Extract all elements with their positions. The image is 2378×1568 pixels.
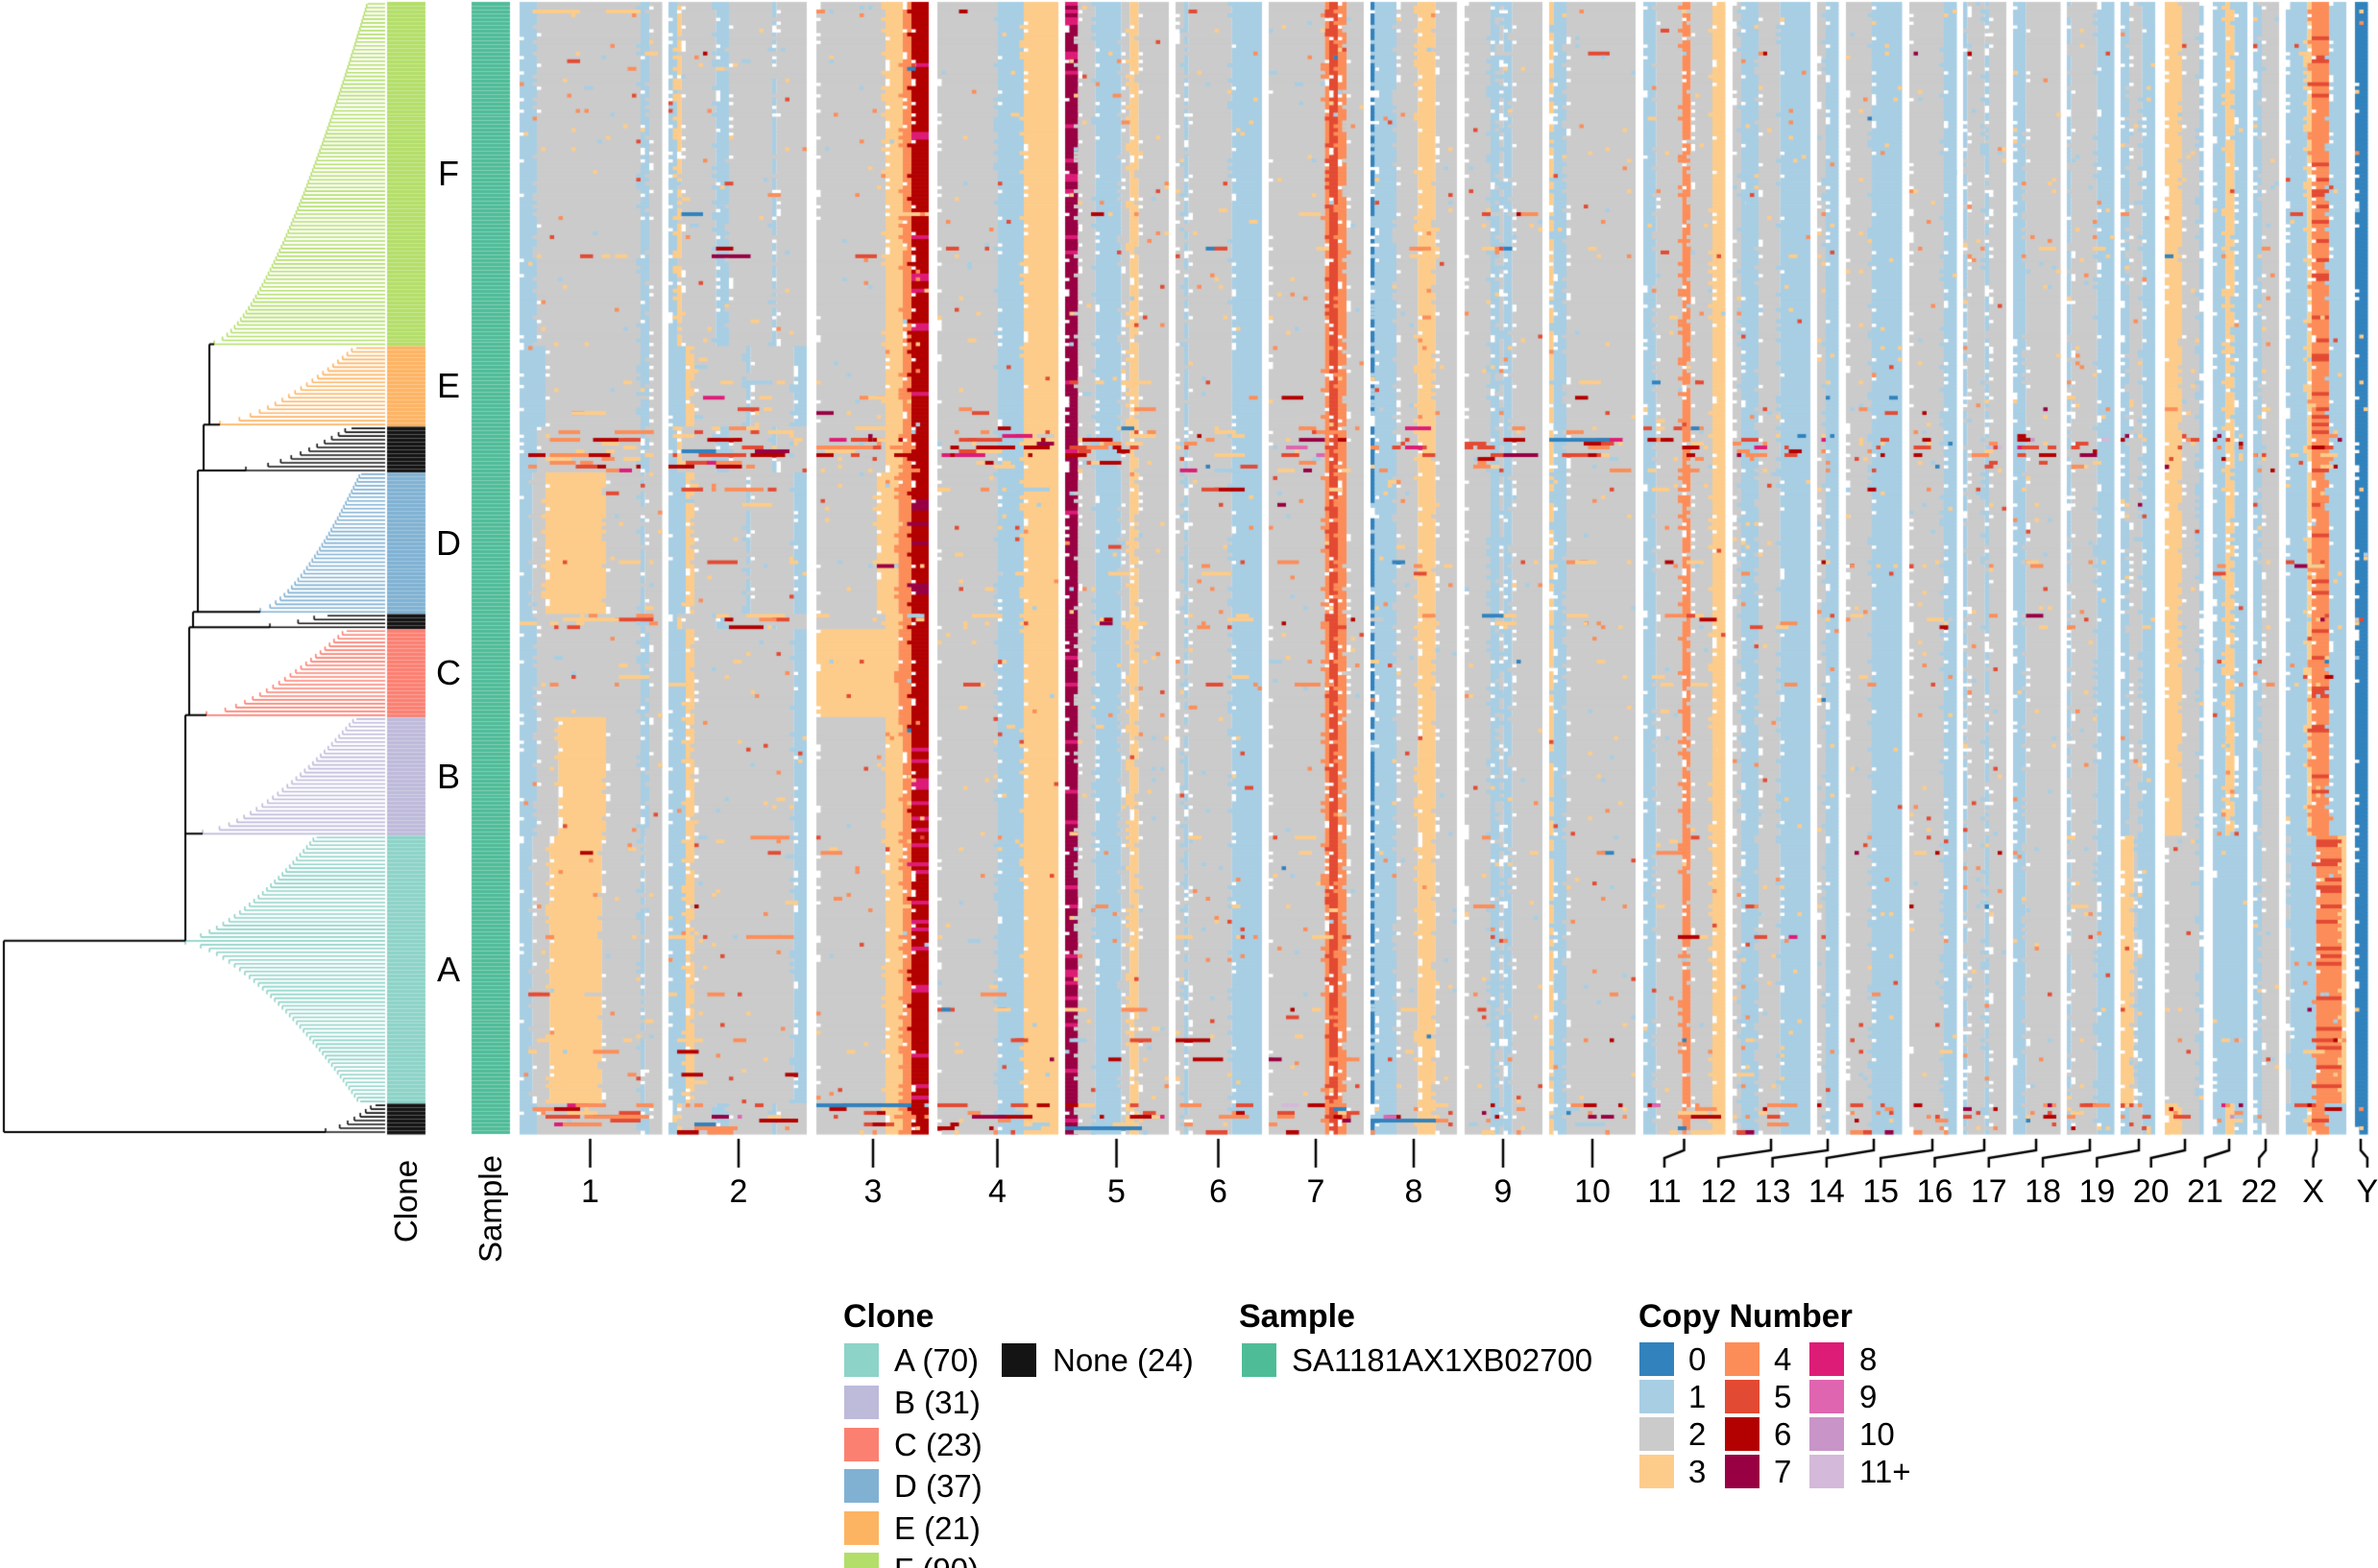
cn-3-label: 3 [1688, 1454, 1707, 1489]
clone-block-label-C: C [436, 653, 461, 693]
chrom-label-20: 20 [2132, 1173, 2170, 1210]
clone-block-label-E: E [436, 366, 461, 406]
chrom-label-12: 12 [1700, 1173, 1737, 1210]
cn-3-swatch [1639, 1455, 1674, 1488]
cn-4-swatch [1725, 1342, 1759, 1376]
chrom-label-4: 4 [988, 1173, 1007, 1210]
cn-10-swatch [1809, 1417, 1844, 1451]
clone-d-label: D (37) [894, 1468, 983, 1504]
clone-bar-axis-label: Clone [388, 1159, 424, 1243]
cn-9-label: 9 [1859, 1379, 1878, 1414]
cn-5-swatch [1725, 1380, 1759, 1413]
cn-11-label: 11+ [1859, 1454, 1911, 1489]
clone-a-swatch [844, 1343, 879, 1377]
clone-e-label: E (21) [894, 1510, 981, 1546]
clone-b-label: B (31) [894, 1385, 981, 1420]
clone-none-swatch [1002, 1343, 1036, 1377]
chrom-label-19: 19 [2078, 1173, 2116, 1210]
chrom-label-5: 5 [1107, 1173, 1126, 1210]
chrom-label-14: 14 [1808, 1173, 1845, 1210]
cn-10-label: 10 [1859, 1416, 1895, 1452]
clone-block-label-D: D [436, 522, 461, 563]
clone-block-label-B: B [436, 756, 461, 796]
sample-label: SA1181AX1XB02700 [1292, 1342, 1593, 1378]
clone-d-swatch [844, 1469, 879, 1503]
clone-c-label: C (23) [894, 1427, 983, 1462]
clone-block-label-F: F [438, 154, 459, 194]
copy-number-legend-title: Copy Number [1638, 1298, 1853, 1335]
sample-bar-axis-label: Sample [473, 1155, 508, 1263]
clone-f-label: F (90) [894, 1553, 979, 1568]
cn-8-label: 8 [1859, 1341, 1878, 1377]
chrom-label-18: 18 [2025, 1173, 2062, 1210]
clone-a-label: A (70) [894, 1342, 980, 1378]
clone-e-swatch [844, 1511, 879, 1545]
cn-8-swatch [1809, 1342, 1844, 1376]
clone-c-swatch [844, 1428, 879, 1461]
chrom-label-10: 10 [1574, 1173, 1611, 1210]
cn-6-label: 6 [1774, 1416, 1792, 1452]
clone-none-label: None (24) [1053, 1342, 1194, 1378]
clone-f-swatch [844, 1553, 879, 1568]
sample-legend-title: Sample [1239, 1298, 1355, 1335]
cn-2-label: 2 [1688, 1416, 1707, 1452]
cn-0-label: 0 [1688, 1341, 1707, 1377]
chrom-label-3: 3 [863, 1173, 883, 1210]
cn-7-swatch [1725, 1455, 1759, 1488]
chrom-label-13: 13 [1754, 1173, 1791, 1210]
chrom-label-22: 22 [2241, 1173, 2278, 1210]
chrom-label-17: 17 [1970, 1173, 2007, 1210]
chrom-label-15: 15 [1862, 1173, 1900, 1210]
chrom-label-21: 21 [2187, 1173, 2223, 1210]
clone-b-swatch [844, 1386, 879, 1419]
cn-6-swatch [1725, 1417, 1759, 1451]
chrom-label-1: 1 [581, 1173, 599, 1210]
chrom-label-9: 9 [1493, 1173, 1513, 1210]
chrom-label-Y: Y [2356, 1173, 2378, 1210]
cn-0-swatch [1639, 1342, 1674, 1376]
cn-5-label: 5 [1774, 1379, 1792, 1414]
cn-2-swatch [1639, 1417, 1674, 1451]
cn-1-label: 1 [1688, 1379, 1707, 1414]
chrom-label-2: 2 [729, 1173, 748, 1210]
cn-1-swatch [1639, 1380, 1674, 1413]
chrom-label-8: 8 [1404, 1173, 1423, 1210]
chrom-label-6: 6 [1209, 1173, 1227, 1210]
chrom-label-X: X [2302, 1173, 2324, 1210]
clone-legend-title: Clone [843, 1298, 934, 1335]
chrom-label-11: 11 [1647, 1173, 1682, 1210]
cn-7-label: 7 [1774, 1454, 1792, 1489]
cn-9-swatch [1809, 1380, 1844, 1413]
cn-11-swatch [1809, 1455, 1844, 1488]
sample-swatch [1242, 1343, 1276, 1377]
clone-block-label-A: A [436, 949, 461, 989]
chrom-label-16: 16 [1916, 1173, 1953, 1210]
chrom-label-7: 7 [1306, 1173, 1325, 1210]
cn-4-label: 4 [1774, 1341, 1792, 1377]
